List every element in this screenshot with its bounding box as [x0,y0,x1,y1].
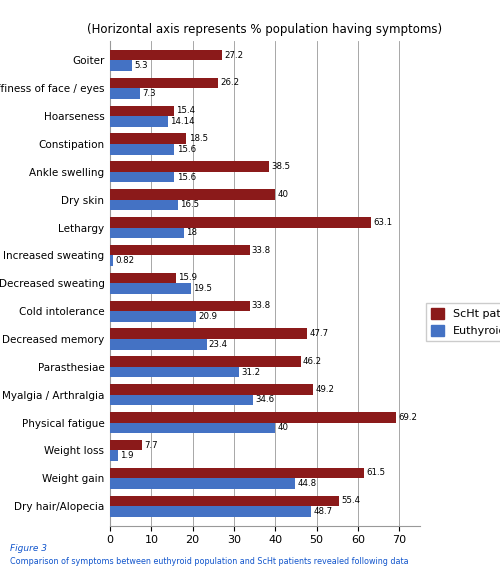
Bar [110,78,218,88]
Bar [110,412,396,423]
Bar [110,506,312,517]
Text: 31.2: 31.2 [241,367,260,377]
Bar [110,440,142,450]
Bar [110,273,176,283]
Text: 20.9: 20.9 [198,312,218,321]
Bar [110,367,239,377]
Bar [110,356,301,367]
Text: 49.2: 49.2 [316,385,334,394]
Bar [110,478,295,489]
Bar [110,228,184,238]
Text: 15.6: 15.6 [176,145,196,154]
Text: 26.2: 26.2 [220,78,240,88]
Text: 33.8: 33.8 [252,246,271,255]
Bar [110,60,132,71]
Bar [110,301,250,311]
Title: (Horizontal axis represents % population having symptoms): (Horizontal axis represents % population… [88,23,442,36]
Text: 23.4: 23.4 [209,340,228,349]
Text: 38.5: 38.5 [271,162,290,171]
Text: 14.14: 14.14 [170,117,195,126]
Bar [110,217,371,228]
Bar [110,133,186,144]
Text: 18: 18 [186,228,198,237]
Text: 19.5: 19.5 [192,284,212,293]
Bar [110,339,206,350]
Legend: ScHt patients, Euthyroid: ScHt patients, Euthyroid [426,303,500,340]
Text: 40: 40 [278,423,288,432]
Bar [110,311,196,322]
Text: 15.6: 15.6 [176,173,196,182]
Text: 47.7: 47.7 [309,329,328,338]
Text: 16.5: 16.5 [180,200,200,210]
Text: 27.2: 27.2 [224,51,244,60]
Bar [110,116,168,127]
Text: 63.1: 63.1 [373,218,392,227]
Text: 0.82: 0.82 [116,256,134,265]
Bar [110,450,118,461]
Bar [110,283,190,294]
Text: 7.7: 7.7 [144,440,158,450]
Text: 48.7: 48.7 [314,507,332,516]
Bar [110,88,140,99]
Bar [110,395,253,405]
Bar [110,161,269,172]
Bar [110,189,276,200]
Text: Figure 3: Figure 3 [10,544,47,553]
Text: 7.3: 7.3 [142,89,156,98]
Bar [110,255,114,266]
Bar [110,468,364,478]
Bar [110,423,276,433]
Bar [110,50,222,60]
Text: 44.8: 44.8 [297,479,316,488]
Text: 33.8: 33.8 [252,301,271,310]
Text: Comparison of symptoms between euthyroid population and ScHt patients revealed f: Comparison of symptoms between euthyroid… [10,557,408,566]
Bar [110,384,314,395]
Bar [110,172,174,182]
Text: 15.4: 15.4 [176,106,195,115]
Text: 69.2: 69.2 [398,413,417,422]
Text: 55.4: 55.4 [341,496,360,505]
Text: 1.9: 1.9 [120,451,134,460]
Bar [110,144,174,155]
Text: 46.2: 46.2 [303,357,322,366]
Text: 61.5: 61.5 [366,468,386,478]
Bar [110,495,339,506]
Text: 5.3: 5.3 [134,61,147,70]
Bar [110,328,307,339]
Bar [110,245,250,255]
Text: 18.5: 18.5 [188,134,208,143]
Text: 40: 40 [278,190,288,199]
Text: 15.9: 15.9 [178,273,197,283]
Bar [110,106,174,116]
Text: 34.6: 34.6 [255,395,274,405]
Bar [110,200,178,210]
